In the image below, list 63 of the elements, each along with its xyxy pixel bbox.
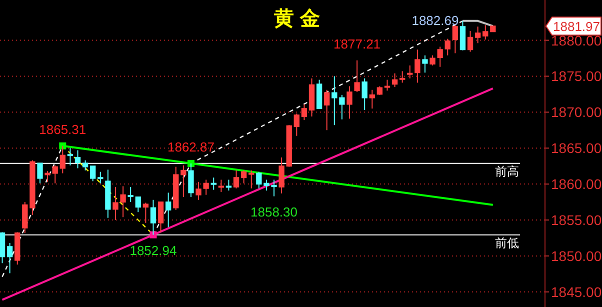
candlestick — [226, 179, 232, 192]
candlestick — [142, 202, 149, 224]
candlestick — [399, 70, 406, 84]
ref-line-label: 前低 — [495, 236, 519, 250]
ref-line-label: 前高 — [495, 164, 519, 178]
candlestick — [128, 186, 134, 203]
candlestick — [158, 202, 164, 233]
y-tick-label: 1845.00 — [551, 284, 602, 300]
candlestick — [180, 164, 186, 198]
candlestick — [278, 156, 284, 194]
candlestick — [362, 78, 368, 110]
annotation: 1877.21 — [334, 36, 381, 52]
candlestick — [37, 162, 43, 184]
candlestick — [369, 89, 375, 110]
candlestick — [82, 160, 88, 171]
last-price: 1881.97 — [545, 16, 602, 36]
annotation: 1858.30 — [250, 204, 298, 220]
candlestick — [233, 170, 240, 189]
candlestick — [6, 242, 13, 274]
candlestick — [324, 89, 330, 131]
annotation: 1865.31 — [39, 122, 86, 137]
chart-title: 黄金 — [273, 8, 326, 30]
candlestick — [44, 170, 50, 182]
y-tick-label: 1865.00 — [551, 140, 602, 156]
candlestick — [339, 94, 345, 120]
candlestick — [135, 196, 141, 213]
point — [59, 142, 66, 150]
annotation: 1862.87 — [167, 139, 214, 154]
y-tick-label: 1850.00 — [551, 248, 602, 264]
candlestick — [301, 104, 308, 121]
candlestick — [52, 164, 58, 184]
candlestick — [460, 20, 466, 51]
candlestick — [346, 86, 352, 120]
candlestick — [218, 179, 224, 192]
y-tick-label: 1870.00 — [551, 104, 602, 120]
y-tick-label: 1875.00 — [551, 68, 602, 84]
y-tick-label: 1855.00 — [551, 212, 602, 228]
candlestick — [248, 170, 254, 189]
candlestick — [392, 72, 398, 88]
annotation: 1882.69 — [412, 12, 459, 28]
candlestick — [407, 64, 413, 79]
candlestick — [332, 76, 338, 126]
point — [150, 231, 157, 238]
candlestick — [422, 54, 428, 74]
candlestick — [74, 150, 81, 169]
candlestick — [467, 30, 474, 52]
candlestick — [98, 171, 104, 184]
point — [187, 160, 194, 167]
candlestick — [414, 49, 420, 84]
annotation: 1852.94 — [130, 242, 177, 258]
candlestick — [0, 232, 6, 264]
candlestick — [354, 60, 360, 93]
y-tick-label: 1860.00 — [551, 176, 602, 192]
candlestick — [482, 24, 488, 40]
candlestick — [240, 170, 247, 184]
candlestick — [67, 148, 74, 166]
candlestick — [294, 113, 300, 136]
candlestick — [384, 79, 390, 92]
candlestick — [444, 38, 450, 56]
candlestick — [474, 26, 481, 44]
candlestick — [165, 192, 172, 228]
candlestick — [90, 166, 96, 182]
candlestick — [210, 177, 216, 190]
